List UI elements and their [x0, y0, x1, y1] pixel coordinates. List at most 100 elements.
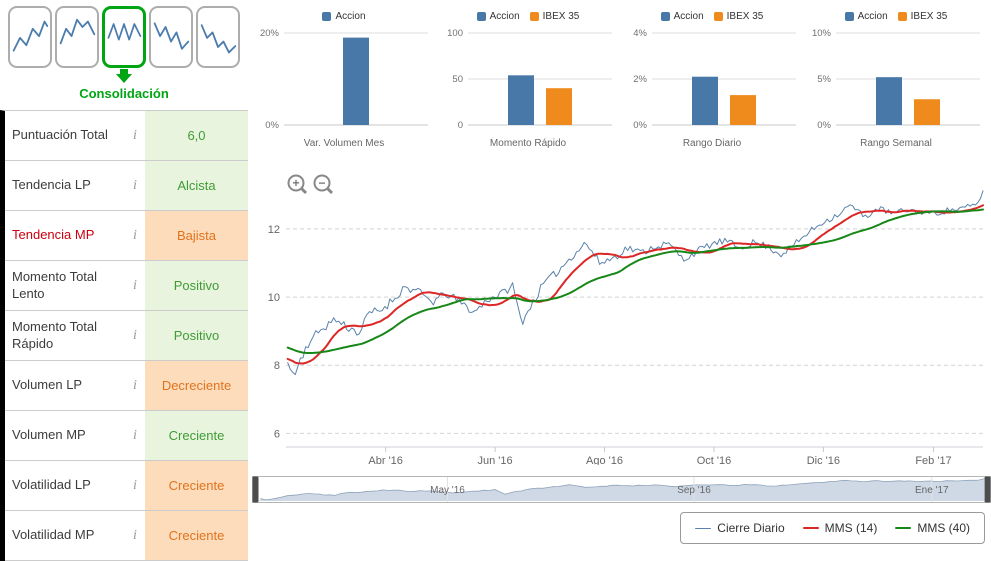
svg-text:Sep '16: Sep '16 — [677, 485, 711, 496]
legend-item[interactable]: Accion — [322, 11, 366, 22]
legend-swatch-icon — [713, 11, 723, 21]
legend-item[interactable]: IBEX 35 — [529, 10, 580, 22]
navigator-left-handle[interactable] — [252, 476, 259, 503]
svg-text:Feb '17: Feb '17 — [915, 455, 951, 465]
navigator-line — [260, 478, 985, 501]
analysis-sidebar: Consolidación Puntuación Total i 6,0 Tenden… — [0, 0, 248, 561]
metric-value: Positivo — [145, 311, 248, 360]
info-icon[interactable]: i — [133, 227, 137, 243]
mini-chart-rango-diario: Accion IBEX 35 0% 2% 4% Rango Diario — [620, 2, 804, 162]
score-row: Tendencia LP i Alcista — [5, 161, 248, 211]
legend-item[interactable]: Cierre Diario — [695, 521, 785, 535]
mini-chart-title: Var. Volumen Mes — [303, 138, 385, 149]
svg-text:5%: 5% — [817, 74, 831, 85]
info-icon[interactable]: i — [133, 177, 137, 193]
bar-rango-semanal — [876, 77, 902, 125]
info-icon[interactable]: i — [133, 477, 137, 493]
svg-text:0%: 0% — [265, 120, 279, 131]
svg-text:2%: 2% — [633, 74, 647, 85]
price-chart-plot[interactable]: 6 8 10 12 Abr '16 Jun '16 Ago '16 Oct '16 Dic '1… — [252, 163, 991, 467]
legend-label: Cierre Diario — [717, 521, 785, 535]
mms14-line — [286, 204, 984, 365]
mini-chart-legend: Accion IBEX 35 — [476, 7, 580, 25]
bar-rango-diario — [730, 95, 756, 125]
metric-label: Momento Total Lento — [12, 269, 98, 301]
bar-momento-rapido — [508, 75, 534, 125]
chart-navigator[interactable]: May '16 Sep '16 Ene '17 — [252, 476, 991, 503]
navigator-right-handle[interactable] — [984, 476, 991, 503]
metric-label: Volumen LP — [12, 377, 83, 393]
info-icon[interactable]: i — [133, 427, 137, 443]
info-icon[interactable]: i — [133, 327, 137, 343]
mini-chart-plot: 0% 5% 10% — [812, 28, 980, 131]
legend-item[interactable]: Accion — [844, 11, 888, 22]
svg-text:4%: 4% — [633, 28, 647, 39]
legend-label: IBEX 35 — [726, 10, 764, 22]
mini-chart-plot: 0% 20% — [260, 28, 428, 131]
metric-value: Decreciente — [145, 361, 248, 410]
legend-item[interactable]: Accion — [660, 11, 704, 22]
legend-swatch-icon — [844, 11, 854, 21]
metric-value: Bajista — [145, 211, 248, 260]
mini-chart-title: Rango Diario — [682, 138, 742, 149]
svg-text:0%: 0% — [633, 120, 647, 131]
svg-text:100: 100 — [447, 28, 463, 39]
mini-chart-plot: 0 50 100 — [447, 28, 612, 131]
score-table: Puntuación Total i 6,0 Tendencia LP i Alcista… — [0, 110, 248, 561]
metric-label: Tendencia LP — [12, 177, 91, 193]
svg-text:10%: 10% — [812, 28, 832, 39]
legend-label: Accion — [489, 10, 520, 22]
metric-value: 6,0 — [145, 111, 248, 160]
info-icon[interactable]: i — [133, 377, 137, 393]
mms40-line — [286, 208, 984, 354]
score-row: Puntuación Total i 6,0 — [5, 111, 248, 161]
bar-rango-semanal — [914, 99, 940, 125]
market-phase-indicator: Consolidación — [0, 0, 248, 110]
zoom-in-icon[interactable]: + — [287, 174, 308, 195]
metric-label: Volatilidad MP — [12, 527, 95, 543]
legend-swatch-icon — [660, 11, 670, 21]
phase-label: Consolidación — [79, 86, 169, 101]
svg-text:20%: 20% — [260, 28, 280, 39]
metric-label: Momento Total Rápido — [12, 319, 98, 351]
info-icon[interactable]: i — [133, 127, 137, 143]
legend-label: MMS (14) — [824, 521, 878, 535]
zoom-controls: + − — [287, 174, 334, 195]
phase-uptrend-icon — [8, 6, 52, 68]
mini-chart-title: Rango Semanal — [860, 138, 932, 149]
phase-consolidation-icon — [102, 6, 146, 68]
phase-bottom-icon — [196, 6, 240, 68]
legend-item[interactable]: IBEX 35 — [713, 10, 764, 22]
svg-text:10: 10 — [268, 292, 280, 304]
metric-value: Positivo — [145, 261, 248, 310]
svg-text:Abr '16: Abr '16 — [368, 455, 403, 465]
mini-bar-charts: Accion 0% 20% Var. Volumen Mes Accion IBEX 35… — [252, 2, 991, 162]
svg-text:Oct '16: Oct '16 — [697, 455, 732, 465]
legend-item[interactable]: MMS (40) — [895, 521, 970, 535]
svg-text:0: 0 — [458, 120, 463, 131]
legend-item[interactable]: MMS (14) — [802, 521, 878, 535]
score-row: Volumen MP i Creciente — [5, 411, 248, 461]
phase-cycle-icons — [0, 0, 248, 68]
legend-line-icon — [895, 527, 912, 529]
info-icon[interactable]: i — [133, 527, 137, 543]
legend-swatch-icon — [322, 11, 332, 21]
legend-label: IBEX 35 — [542, 10, 580, 22]
bar-rango-diario — [692, 76, 718, 125]
svg-text:+: + — [292, 176, 299, 190]
phase-downtrend-icon — [149, 6, 193, 68]
mini-chart-title: Momento Rápido — [489, 138, 567, 149]
legend-swatch-icon — [529, 11, 539, 21]
mini-chart-var-volumen-mes: Accion 0% 20% Var. Volumen Mes — [252, 2, 436, 162]
legend-swatch-icon — [897, 11, 907, 21]
legend-item[interactable]: IBEX 35 — [897, 11, 947, 22]
zoom-out-icon[interactable]: − — [313, 174, 334, 195]
score-row: Volatilidad LP i Creciente — [5, 461, 248, 511]
metric-value: Alcista — [145, 161, 248, 210]
metric-label: Volumen MP — [12, 427, 86, 443]
close-line — [287, 190, 984, 376]
info-icon[interactable]: i — [133, 277, 137, 293]
metric-value: Creciente — [145, 411, 248, 460]
legend-item[interactable]: Accion — [476, 10, 520, 22]
price-chart: + − 6 8 10 12 Abr '16 Jun '16 Ago '16 Oct '16 Di… — [252, 163, 991, 467]
